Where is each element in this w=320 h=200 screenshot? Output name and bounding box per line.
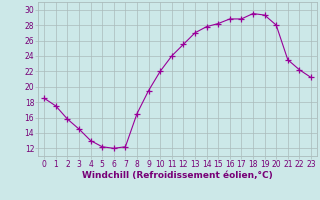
X-axis label: Windchill (Refroidissement éolien,°C): Windchill (Refroidissement éolien,°C): [82, 171, 273, 180]
